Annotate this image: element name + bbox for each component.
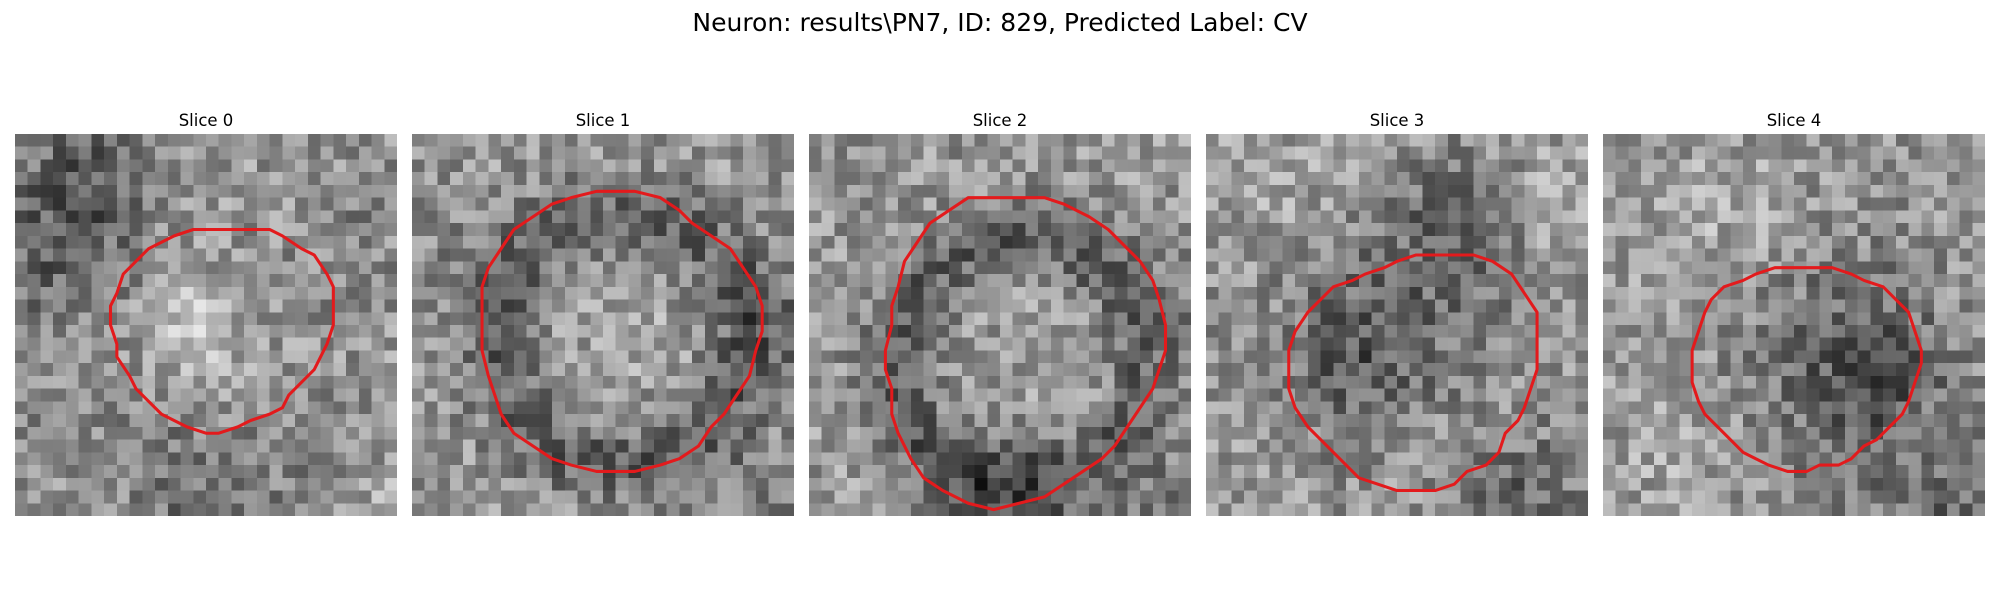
slice-4-contour (1690, 266, 1923, 473)
segmentation-contour (480, 189, 764, 473)
segmentation-contour (1690, 266, 1923, 473)
slice-4-image (1603, 134, 1985, 516)
segmentation-contour (108, 227, 335, 435)
panel-slice-3 (1206, 134, 1588, 516)
panel-title-slice-0: Slice 0 (178, 111, 234, 130)
slice-2-contour (883, 196, 1168, 512)
slice-1-image (412, 134, 794, 516)
panel-title-slice-3: Slice 3 (1369, 111, 1425, 130)
panel-title-slice-4: Slice 4 (1766, 111, 1822, 130)
slice-3-image (1206, 134, 1588, 516)
slice-0-contour (108, 227, 335, 435)
segmentation-contour (883, 196, 1168, 512)
slice-1-contour (480, 189, 764, 473)
panel-title-slice-2: Slice 2 (972, 111, 1028, 130)
panel-slice-1 (412, 134, 794, 516)
panel-title-slice-1: Slice 1 (575, 111, 631, 130)
panel-slice-0 (15, 134, 397, 516)
panel-slice-4 (1603, 134, 1985, 516)
slice-3-contour (1287, 253, 1539, 493)
segmentation-contour (1287, 253, 1539, 493)
figure-title: Neuron: results\PN7, ID: 829, Predicted … (692, 8, 1308, 37)
panel-slice-2 (809, 134, 1191, 516)
